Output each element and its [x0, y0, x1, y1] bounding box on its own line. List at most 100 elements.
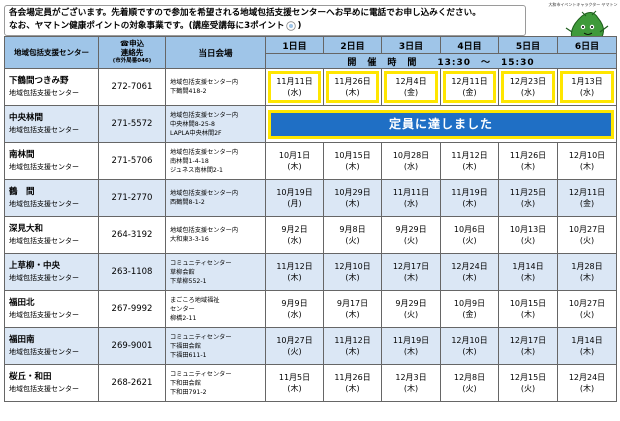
highlight-box: 11月11日 (水) — [268, 71, 321, 103]
session-date: 9月9日 — [281, 299, 308, 308]
session-date: 12月10日 — [451, 336, 488, 345]
session-weekday: (火) — [579, 236, 595, 245]
date-cell: 9月17日 (木) — [323, 290, 382, 328]
session-date: 11月11日 — [276, 77, 313, 86]
venue-line: LAPLA中央林間2F — [170, 129, 222, 137]
highlight-box: 1月13日 (水) — [560, 71, 614, 103]
table-row: 下鶴間つきみ野 地域包括支援センター 272-7061 地域包括支援センター内 下鶴間4… — [4, 68, 617, 106]
date-cell: 9月2日 (水) — [265, 216, 324, 254]
session-date: 1月14日 — [571, 336, 603, 345]
session-weekday: (木) — [520, 347, 536, 356]
schedule-table: 地域包括支援センター ☎申込 連絡先 (市外局番046) 当日会場 1日目 2日… — [4, 36, 617, 402]
session-weekday: (木) — [345, 88, 360, 97]
phone-number: 263-1108 — [98, 253, 166, 291]
date-cell: 12月23日 (水) — [498, 68, 558, 106]
table-row: 中央林間 地域包括支援センター 271-5572 地域包括支援センター内 中央林間8-2… — [4, 105, 617, 143]
venue-cell: 地域包括支援センター内 大和東3-3-16 — [165, 216, 266, 254]
venue-line: 下福田611-1 — [170, 351, 207, 359]
venue-line: 地域包括支援センター内 — [170, 190, 239, 197]
session-weekday: (火) — [403, 236, 419, 245]
session-weekday: (木) — [345, 384, 360, 393]
header-day-2: 2日目 — [323, 36, 382, 54]
full-capacity-cell: 定員に達しました — [265, 105, 617, 143]
date-cell: 11月26日 (木) — [498, 142, 558, 180]
session-date: 9月17日 — [336, 299, 369, 308]
venue-line: センター — [170, 305, 195, 313]
session-weekday: (木) — [287, 162, 302, 171]
center-name: 南林間 — [9, 150, 35, 160]
session-date: 10月27日 — [276, 336, 313, 345]
session-date: 1月13日 — [571, 77, 603, 86]
session-date: 11月19日 — [392, 336, 430, 345]
session-weekday: (木) — [345, 273, 360, 282]
session-date: 9月8日 — [339, 225, 366, 234]
session-date: 11月19日 — [451, 188, 488, 197]
center-name-cell: 深見大和 地域包括支援センター — [4, 216, 99, 254]
session-weekday: (木) — [287, 384, 302, 393]
venue-cell: コミュニティセンター 下福田会館 下福田611-1 — [165, 327, 266, 365]
highlight-box: 12月23日 (水) — [501, 71, 555, 103]
session-weekday: (木) — [403, 347, 419, 356]
date-cell: 1月28日 (木) — [557, 253, 617, 291]
session-weekday: (木) — [520, 162, 536, 171]
session-weekday: (金) — [462, 310, 477, 319]
session-weekday: (水) — [520, 199, 536, 208]
session-weekday: (木) — [462, 162, 477, 171]
point-icon — [286, 20, 297, 31]
header-day-4: 4日目 — [440, 36, 499, 54]
date-cell: 11月19日 (木) — [440, 179, 499, 217]
venue-line: 下鶴間418-2 — [170, 88, 207, 95]
session-weekday: (火) — [579, 310, 595, 319]
venue-line: 地域包括支援センター内 — [170, 79, 239, 86]
session-date: 10月27日 — [568, 299, 606, 308]
center-subtitle: 地域包括支援センター — [9, 311, 79, 319]
session-date: 11月12日 — [451, 151, 488, 160]
session-date: 12月24日 — [568, 373, 606, 382]
phone-number: 271-5572 — [98, 105, 166, 143]
session-date: 12月11日 — [451, 77, 488, 86]
session-weekday: (水) — [287, 236, 302, 245]
center-subtitle: 地域包括支援センター — [9, 237, 79, 245]
header-contact-line1: ☎申込 — [119, 39, 145, 48]
session-date: 12月3日 — [395, 373, 427, 382]
mascot-caption: 大和市イベントキャラクター ヤマトン — [548, 2, 618, 7]
phone-number: 268-2621 — [98, 364, 166, 402]
session-date: 12月24日 — [451, 262, 488, 271]
venue-line: ジュネス南林間2-1 — [170, 166, 223, 174]
center-name: 福田南 — [9, 335, 35, 345]
date-cell: 9月29日 (火) — [381, 290, 441, 328]
center-name: 中央林間 — [9, 113, 44, 123]
session-weekday: (木) — [579, 162, 595, 171]
venue-line: 南林間1-4-18 — [170, 157, 209, 165]
session-weekday: (火) — [462, 384, 477, 393]
date-cell: 10月29日 (木) — [323, 179, 382, 217]
highlight-box: 12月4日 (金) — [384, 71, 438, 103]
venue-cell: まごころ地域福祉 センター 柳橋2-11 — [165, 290, 266, 328]
date-cell: 11月11日 (水) — [265, 68, 324, 106]
center-subtitle: 地域包括支援センター — [9, 274, 79, 282]
venue-line: 下福田会館 — [170, 342, 201, 350]
table-row: 鶴 間地域包括支援センター 271-2770 地域包括支援センター内 西鶴間8-1-2… — [4, 179, 617, 217]
date-cell: 1月14日 (木) — [498, 253, 558, 291]
header-day-5: 5日目 — [498, 36, 558, 54]
venue-line: 中央林間8-25-8 — [170, 120, 215, 128]
header-contact: ☎申込 連絡先 (市外局番046) — [98, 36, 166, 69]
highlight-box: 11月26日 (木) — [326, 71, 379, 103]
session-weekday: (木) — [287, 273, 302, 282]
center-subtitle: 地域包括支援センター — [9, 200, 79, 208]
session-weekday: (木) — [403, 384, 419, 393]
session-weekday: (火) — [462, 236, 477, 245]
session-date: 12月17日 — [509, 336, 547, 345]
session-weekday: (月) — [287, 199, 302, 208]
venue-line: 下草柳552-1 — [170, 277, 207, 285]
session-date: 12月10日 — [568, 151, 606, 160]
session-weekday: (火) — [345, 236, 360, 245]
date-cell: 10月15日 (木) — [498, 290, 558, 328]
venue-line: 下和田791-2 — [170, 388, 207, 396]
session-date: 10月15日 — [334, 151, 371, 160]
session-weekday: (木) — [520, 273, 536, 282]
session-weekday: (火) — [520, 384, 536, 393]
phone-number: 271-5706 — [98, 142, 166, 180]
date-cell: 10月27日 (火) — [265, 327, 324, 365]
phone-number: 271-2770 — [98, 179, 166, 217]
